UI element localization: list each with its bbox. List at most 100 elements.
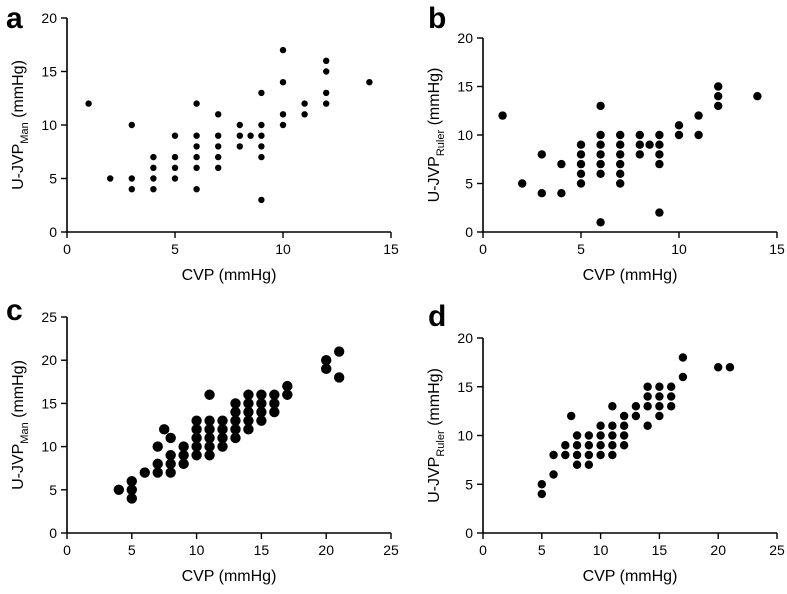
panel-b-data-point [616, 130, 625, 140]
panel-c-data-point [152, 458, 163, 470]
panel-d-y-ticks: 0 5 10 15 20 [457, 330, 483, 541]
panel-a-data-point [193, 132, 200, 139]
panel-d-y-tick-label: 5 [465, 476, 473, 492]
panel-a-data-point [107, 175, 114, 182]
panel-d: d 0 5 10 15 20 25 0 5 10 15 20 CVP (mmHg) U-JVPRu… [426, 300, 785, 585]
panel-c-y-tick-label: 5 [49, 482, 57, 498]
panel-a-y-title-main: U-JVP [10, 144, 27, 190]
panel-d-data-point [572, 460, 582, 469]
panel-d-data-point [572, 431, 582, 440]
panel-a-data-point [236, 132, 243, 139]
panel-a-x-tick-label: 0 [63, 241, 71, 257]
panel-d-data-point [584, 441, 594, 450]
panel-c-data-point [204, 389, 215, 400]
panel-d-data-point [596, 450, 605, 460]
panel-b-data-point [714, 101, 723, 111]
panel-a-data-point [323, 100, 330, 107]
panel-d-data-point [643, 392, 652, 401]
panel-b-data-point [674, 130, 684, 140]
panel-d-x-axis-title: CVP (mmHg) [583, 568, 678, 585]
panel-d-x-tick-label: 25 [769, 542, 785, 558]
panel-c-x-tick-label: 25 [383, 542, 399, 558]
panel-b-data-point [596, 150, 605, 159]
panel-a-data-point [236, 143, 243, 150]
panel-d-data-point [714, 363, 723, 372]
panel-a-data-point [171, 153, 179, 161]
panel-c-data-point [126, 475, 137, 487]
panel-a-data-point [279, 46, 287, 54]
panel-a-data-point [258, 89, 265, 97]
panel-d-x-tick-label: 20 [710, 542, 726, 558]
panel-c-data-point [243, 406, 254, 418]
panel-b-data-point [655, 159, 664, 169]
panel-b-data-point [655, 150, 664, 159]
panel-d-data-point [537, 489, 546, 499]
panel-d-data-point [608, 450, 617, 460]
panel-b-data-point [576, 140, 586, 149]
panel-a-data-point [301, 111, 308, 118]
panel-c-data-point [152, 441, 163, 452]
panel-b-data-point [596, 130, 605, 140]
panel-d-data-point [549, 450, 558, 460]
panel-d-data-point [655, 402, 664, 411]
panel-a-x-ticks: 0 5 10 15 [63, 232, 399, 257]
panel-b-y-tick-label: 15 [457, 79, 473, 95]
panel-d-data-point [631, 402, 641, 411]
panel-c-data-point [178, 450, 189, 461]
panel-b-x-tick-label: 0 [479, 241, 487, 257]
panel-c-y-tick-label: 10 [41, 439, 57, 455]
panel-d-data-point [643, 382, 652, 391]
panel-a-y-ticks: 0 5 10 15 20 [41, 10, 67, 240]
panel-c-data-point [269, 389, 280, 400]
panel-a-x-tick-label: 15 [383, 241, 399, 257]
panel-b-data-point [694, 111, 703, 120]
panel-c-y-title-main: U-JVP [10, 444, 27, 490]
panel-b-marks [498, 82, 762, 227]
panel-d-data-point [619, 421, 629, 430]
panel-c-data-point [204, 450, 215, 461]
panel-b-data-point [635, 130, 644, 140]
panel-c-data-point [191, 441, 202, 452]
panel-c-data-point [217, 441, 228, 452]
panel-c-data-point [204, 432, 215, 444]
panel-c-data-point [217, 432, 228, 444]
panel-c-marks [113, 346, 345, 504]
panel-a-data-point [215, 153, 222, 161]
panel-b-data-point [655, 208, 664, 217]
panel-c-x-tick-label: 10 [189, 542, 205, 558]
panel-a-y-tick-label: 5 [49, 171, 57, 187]
panel-a-y-tick-label: 10 [41, 117, 57, 133]
panel-c-data-point [230, 415, 241, 426]
panel-a-data-point [279, 121, 287, 129]
panel-b-data-point [635, 150, 644, 159]
panel-d-data-point [608, 402, 617, 411]
panel-d-data-point [572, 441, 582, 450]
panel-a-letter: a [6, 2, 23, 35]
panel-d-data-point [666, 382, 676, 391]
panel-b-data-point [596, 101, 605, 111]
panel-a-data-point [301, 100, 308, 107]
panel-a-y-tick-label: 15 [41, 64, 57, 80]
panel-a-data-point [258, 143, 265, 150]
panel-a-data-point [258, 196, 265, 204]
panel-a-data-point [193, 164, 200, 171]
panel-d-data-point [584, 431, 594, 440]
panel-a: a 0 5 10 15 0 5 10 15 20 CVP (mmHg) U-JVPMan (m… [6, 2, 399, 284]
panel-c-data-point [230, 424, 241, 435]
panel-a-data-point [258, 121, 265, 129]
panel-a-x-tick-label: 10 [275, 241, 291, 257]
panel-b-data-point [557, 189, 566, 198]
panel-a-axes [66, 18, 391, 233]
panel-b-data-point [576, 169, 586, 178]
panel-d-data-point [608, 431, 617, 440]
panel-a-data-point [171, 164, 179, 171]
panel-a-data-point [128, 186, 135, 193]
panel-d-data-point [561, 441, 570, 450]
panel-d-data-point [619, 431, 629, 440]
panel-a-data-point [171, 175, 179, 182]
panel-d-data-point [666, 392, 676, 401]
panel-a-data-point [85, 100, 92, 107]
panel-a-data-point [150, 164, 157, 171]
panel-c-y-ticks: 0 5 10 15 20 25 [41, 309, 67, 541]
panel-d-data-point [655, 411, 664, 421]
